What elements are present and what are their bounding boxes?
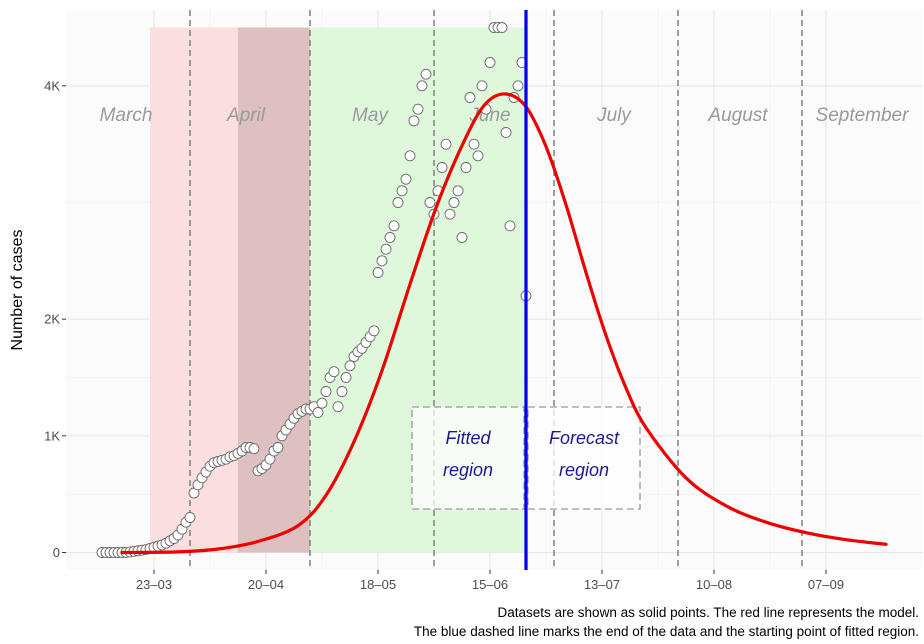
data-point bbox=[424, 197, 436, 208]
data-point bbox=[412, 103, 424, 115]
data-point bbox=[500, 127, 512, 138]
data-point bbox=[336, 386, 348, 397]
data-point bbox=[332, 401, 344, 413]
month-labels: March April May June July August September bbox=[100, 105, 910, 126]
region-label-text: Fitted bbox=[445, 428, 491, 448]
data-point bbox=[512, 80, 524, 92]
data-point bbox=[496, 22, 508, 33]
region-label-text: Forecast bbox=[549, 428, 620, 448]
data-point bbox=[320, 386, 332, 397]
region-label-text: region bbox=[559, 460, 609, 480]
caption-line-2: The blue dashed line marks the end of th… bbox=[414, 624, 919, 639]
data-point bbox=[372, 267, 384, 278]
x-tick-label: 15–06 bbox=[472, 577, 508, 592]
region-label-text: region bbox=[443, 460, 493, 480]
data-point bbox=[396, 185, 408, 197]
x-tick-label: 20–04 bbox=[248, 577, 284, 592]
data-point bbox=[468, 138, 480, 150]
shaded-region bbox=[150, 27, 238, 553]
data-point bbox=[388, 220, 400, 232]
data-point bbox=[384, 232, 396, 243]
y-tick-label: 4K bbox=[44, 78, 60, 93]
month-label: March bbox=[100, 105, 153, 126]
data-point bbox=[484, 57, 496, 68]
data-point bbox=[420, 68, 432, 80]
y-tick-label: 1K bbox=[44, 428, 60, 443]
data-point bbox=[376, 255, 388, 267]
data-point bbox=[344, 360, 356, 372]
data-point bbox=[452, 185, 464, 197]
month-label: August bbox=[707, 105, 768, 126]
data-point bbox=[368, 325, 380, 337]
month-label: April bbox=[226, 105, 266, 126]
data-point bbox=[328, 366, 340, 378]
month-label: July bbox=[596, 105, 632, 126]
data-point bbox=[312, 407, 324, 418]
data-point bbox=[400, 173, 412, 185]
data-point bbox=[340, 372, 352, 383]
month-boundary-lines bbox=[189, 10, 803, 570]
data-point bbox=[504, 220, 516, 232]
x-tick-label: 10–08 bbox=[696, 577, 732, 592]
model-curve bbox=[120, 92, 888, 555]
data-point bbox=[456, 232, 468, 243]
shaded-region bbox=[238, 27, 310, 553]
y-tick-label: 0 bbox=[53, 545, 60, 560]
data-point bbox=[464, 92, 476, 103]
data-point bbox=[444, 208, 456, 220]
data-point bbox=[416, 80, 428, 92]
y-axis-ticks: 0 1K 2K 4K bbox=[44, 78, 66, 560]
data-point bbox=[316, 397, 328, 409]
data-point bbox=[392, 197, 404, 208]
region-label-box bbox=[411, 406, 525, 510]
data-point bbox=[408, 115, 420, 127]
data-point bbox=[460, 162, 472, 173]
data-point bbox=[380, 243, 392, 255]
y-axis-title: Number of cases bbox=[9, 230, 26, 351]
data-point bbox=[248, 443, 260, 455]
y-tick-label: 2K bbox=[44, 312, 60, 327]
data-points bbox=[96, 22, 532, 558]
data-point bbox=[440, 138, 452, 150]
region-label-boxes: Fitted region Forecast region bbox=[411, 406, 641, 510]
x-axis-ticks: 23–03 20–04 18–05 15–06 13–07 10–08 07–09 bbox=[136, 570, 844, 592]
caption-line-1: Datasets are shown as solid points. The … bbox=[498, 605, 919, 620]
data-point bbox=[448, 197, 460, 208]
data-point bbox=[476, 80, 488, 92]
x-tick-label: 18–05 bbox=[360, 577, 396, 592]
x-tick-label: 13–07 bbox=[584, 577, 620, 592]
data-point bbox=[436, 162, 448, 173]
x-tick-label: 23–03 bbox=[136, 577, 172, 592]
x-tick-label: 07–09 bbox=[808, 577, 844, 592]
data-point bbox=[472, 150, 484, 162]
month-label: September bbox=[816, 105, 910, 126]
data-point bbox=[404, 150, 416, 162]
region-label-box bbox=[527, 406, 641, 510]
data-point bbox=[272, 442, 284, 453]
month-label: May bbox=[352, 105, 389, 126]
data-point bbox=[184, 512, 196, 523]
